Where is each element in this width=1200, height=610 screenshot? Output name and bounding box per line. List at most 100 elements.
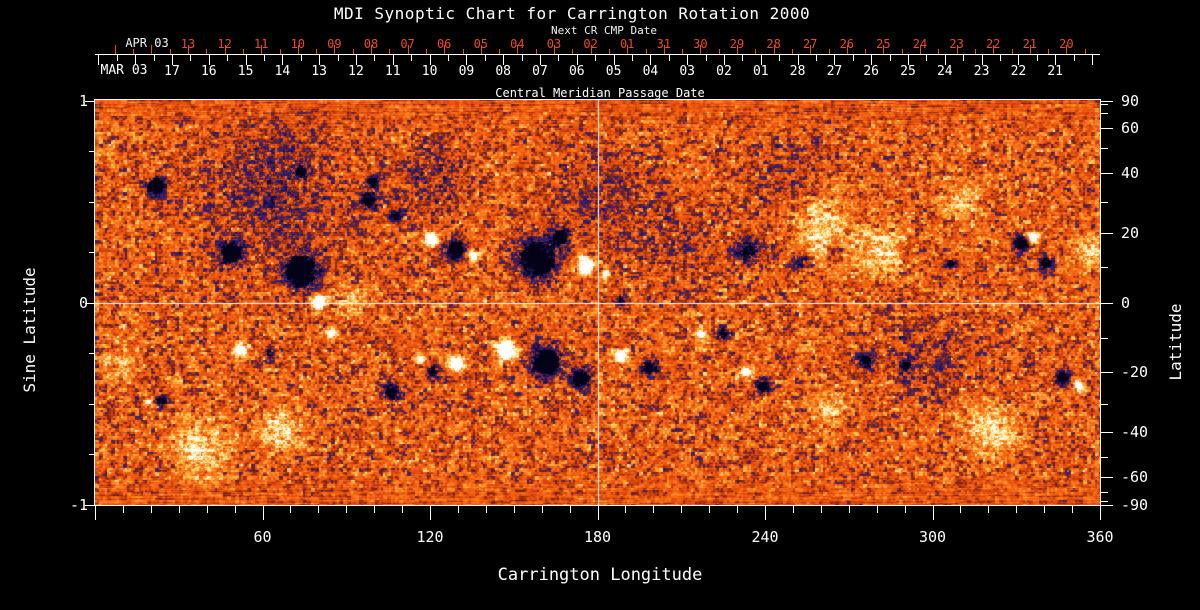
next-cr-day-label: 20 [1059,37,1074,51]
next-cr-minor-tick [646,49,647,54]
cmp-axis-title: Central Meridian Passage Date [495,86,705,100]
cmp-major-tick [209,55,210,65]
next-cr-minor-tick [609,49,610,54]
y-left-minor-tick [89,454,94,455]
next-cr-day-label: 29 [729,37,745,51]
y-right-minor-tick [1101,267,1108,268]
next-cr-major-tick [334,45,335,54]
cmp-day-label: 03 [679,64,696,79]
x-axis-major-tick [765,506,766,520]
x-axis-minor-tick [207,506,208,513]
y-right-major-tick [1101,173,1113,174]
cmp-major-tick [945,55,946,65]
y-right-tick-label: 60 [1121,118,1140,137]
cmp-minor-tick [963,55,964,61]
y-right-tick-label: -90 [1121,495,1149,514]
cmp-day-label: 25 [900,64,916,79]
x-axis-tick-label: 240 [751,528,779,546]
cmp-major-tick [1055,55,1056,65]
cmp-minor-tick [779,55,780,61]
cmp-minor-tick [1000,55,1001,61]
cmp-minor-tick [448,55,449,61]
cmp-minor-tick [706,55,707,61]
y-left-minor-tick [89,404,94,405]
y-left-tick-label: -1 [69,495,88,514]
y-right-major-tick [1101,477,1113,478]
next-cr-day-label: 22 [985,37,1001,51]
x-axis-minor-tick [318,506,319,513]
cmp-day-label: 02 [716,64,732,79]
cmp-major-tick [540,55,541,65]
cmp-minor-tick [411,55,412,61]
x-axis-major-tick [933,506,934,520]
cmp-minor-tick [522,55,523,61]
next-cr-axis-label: Next CR CMP Date [551,24,657,37]
next-cr-day-label: 23 [949,37,964,51]
cmp-major-tick [761,55,762,65]
next-cr-minor-tick [829,49,830,54]
y-left-minor-tick [89,252,94,253]
cmp-major-tick [908,55,909,65]
x-axis-minor-tick [1072,506,1073,513]
next-cr-major-tick [408,45,409,54]
cmp-minor-tick [890,55,891,61]
next-cr-minor-tick [170,49,171,54]
y-right-major-tick [1101,233,1113,234]
y-right-major-tick [1101,372,1113,373]
next-cr-major-tick [847,45,848,54]
next-cr-minor-tick [389,49,390,54]
x-axis-minor-tick [1016,506,1017,513]
x-axis-tick-label: 180 [583,528,612,546]
y-right-minor-tick [1101,404,1108,405]
cmp-day-label: 12 [348,64,364,79]
cmp-day-label: 14 [274,64,291,79]
y-right-tick-label: 20 [1121,224,1140,243]
x-axis-minor-tick [1044,506,1045,513]
y-right-tick-label: -60 [1121,468,1149,487]
cmp-day-label: 21 [1047,64,1064,79]
next-cr-day-label: 03 [546,37,562,51]
y-right-major-tick [1101,432,1113,433]
x-axis-minor-tick [625,506,626,513]
y-right-tick-label: 0 [1121,293,1131,312]
x-axis-major-tick [263,506,264,520]
y-left-major-tick [85,101,94,102]
y-right-axis-title: Latitude [1166,303,1185,381]
page-title: MDI Synoptic Chart for Carrington Rotati… [333,4,811,23]
next-cr-minor-tick [280,49,281,54]
next-cr-day-label: 04 [510,37,525,51]
next-cr-minor-tick [792,49,793,54]
next-cr-major-tick [481,45,482,54]
next-cr-major-tick [444,45,445,54]
y-left-minor-tick [89,353,94,354]
next-cr-day-label: 30 [693,37,708,51]
x-axis-minor-tick [123,506,124,513]
x-axis-minor-tick [235,506,236,513]
y-right-tick-label: 40 [1121,163,1140,182]
next-cr-major-tick [957,45,958,54]
y-left-major-tick [85,505,94,506]
y-left-minor-tick [89,151,94,152]
next-cr-minor-tick [536,49,537,54]
next-cr-minor-tick [133,49,134,54]
next-cr-major-tick [371,45,372,54]
next-cr-day-label: 01 [619,37,635,51]
cmp-day-label: 10 [421,64,438,79]
x-axis-minor-tick [737,506,738,513]
next-cr-minor-tick [975,49,976,54]
next-cr-major-tick [700,45,701,54]
cmp-day-label: 22 [1010,64,1027,79]
x-axis-major-tick [430,506,431,520]
y-right-minor-tick [1101,457,1108,458]
y-right-minor-tick [1101,501,1108,502]
cmp-day-label: 15 [237,64,254,79]
y-right-minor-tick [1101,338,1108,339]
cmp-major-tick [503,55,504,65]
x-axis-minor-tick [346,506,347,513]
next-cr-day-label: 13 [180,37,196,51]
cmp-day-label: 11 [384,64,401,79]
cmp-day-label: 05 [605,64,622,79]
x-axis-minor-tick [877,506,878,513]
magnetogram-heatmap [95,100,1100,505]
cmp-minor-tick [853,55,854,61]
